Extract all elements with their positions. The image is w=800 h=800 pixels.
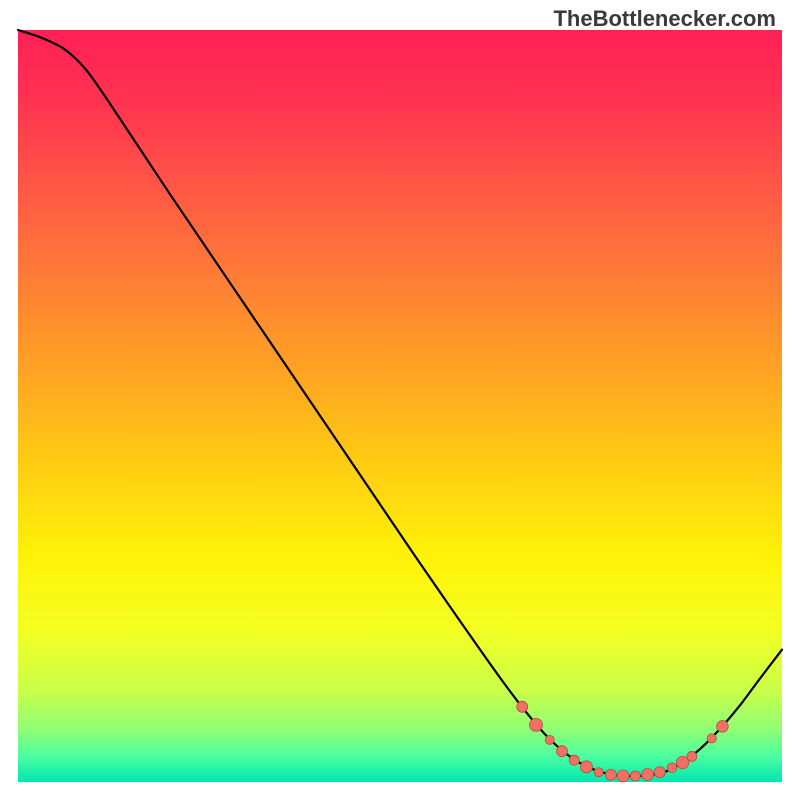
marker-point <box>717 721 729 733</box>
marker-point <box>605 769 616 780</box>
watermark-text: TheBottlenecker.com <box>553 6 776 32</box>
marker-point <box>517 701 528 712</box>
marker-point <box>529 718 542 731</box>
gradient-background <box>18 30 782 782</box>
marker-point <box>630 771 640 781</box>
marker-point <box>545 735 554 744</box>
marker-point <box>569 755 579 765</box>
marker-point <box>556 746 567 757</box>
marker-point <box>667 763 677 773</box>
marker-point <box>617 770 629 782</box>
marker-point <box>687 751 697 761</box>
chart-root: TheBottlenecker.com <box>0 0 800 800</box>
marker-point <box>654 767 665 778</box>
bottleneck-curve-chart <box>0 0 800 800</box>
marker-point <box>580 761 592 773</box>
marker-point <box>707 734 716 743</box>
marker-point <box>594 768 603 777</box>
marker-point <box>642 768 654 780</box>
